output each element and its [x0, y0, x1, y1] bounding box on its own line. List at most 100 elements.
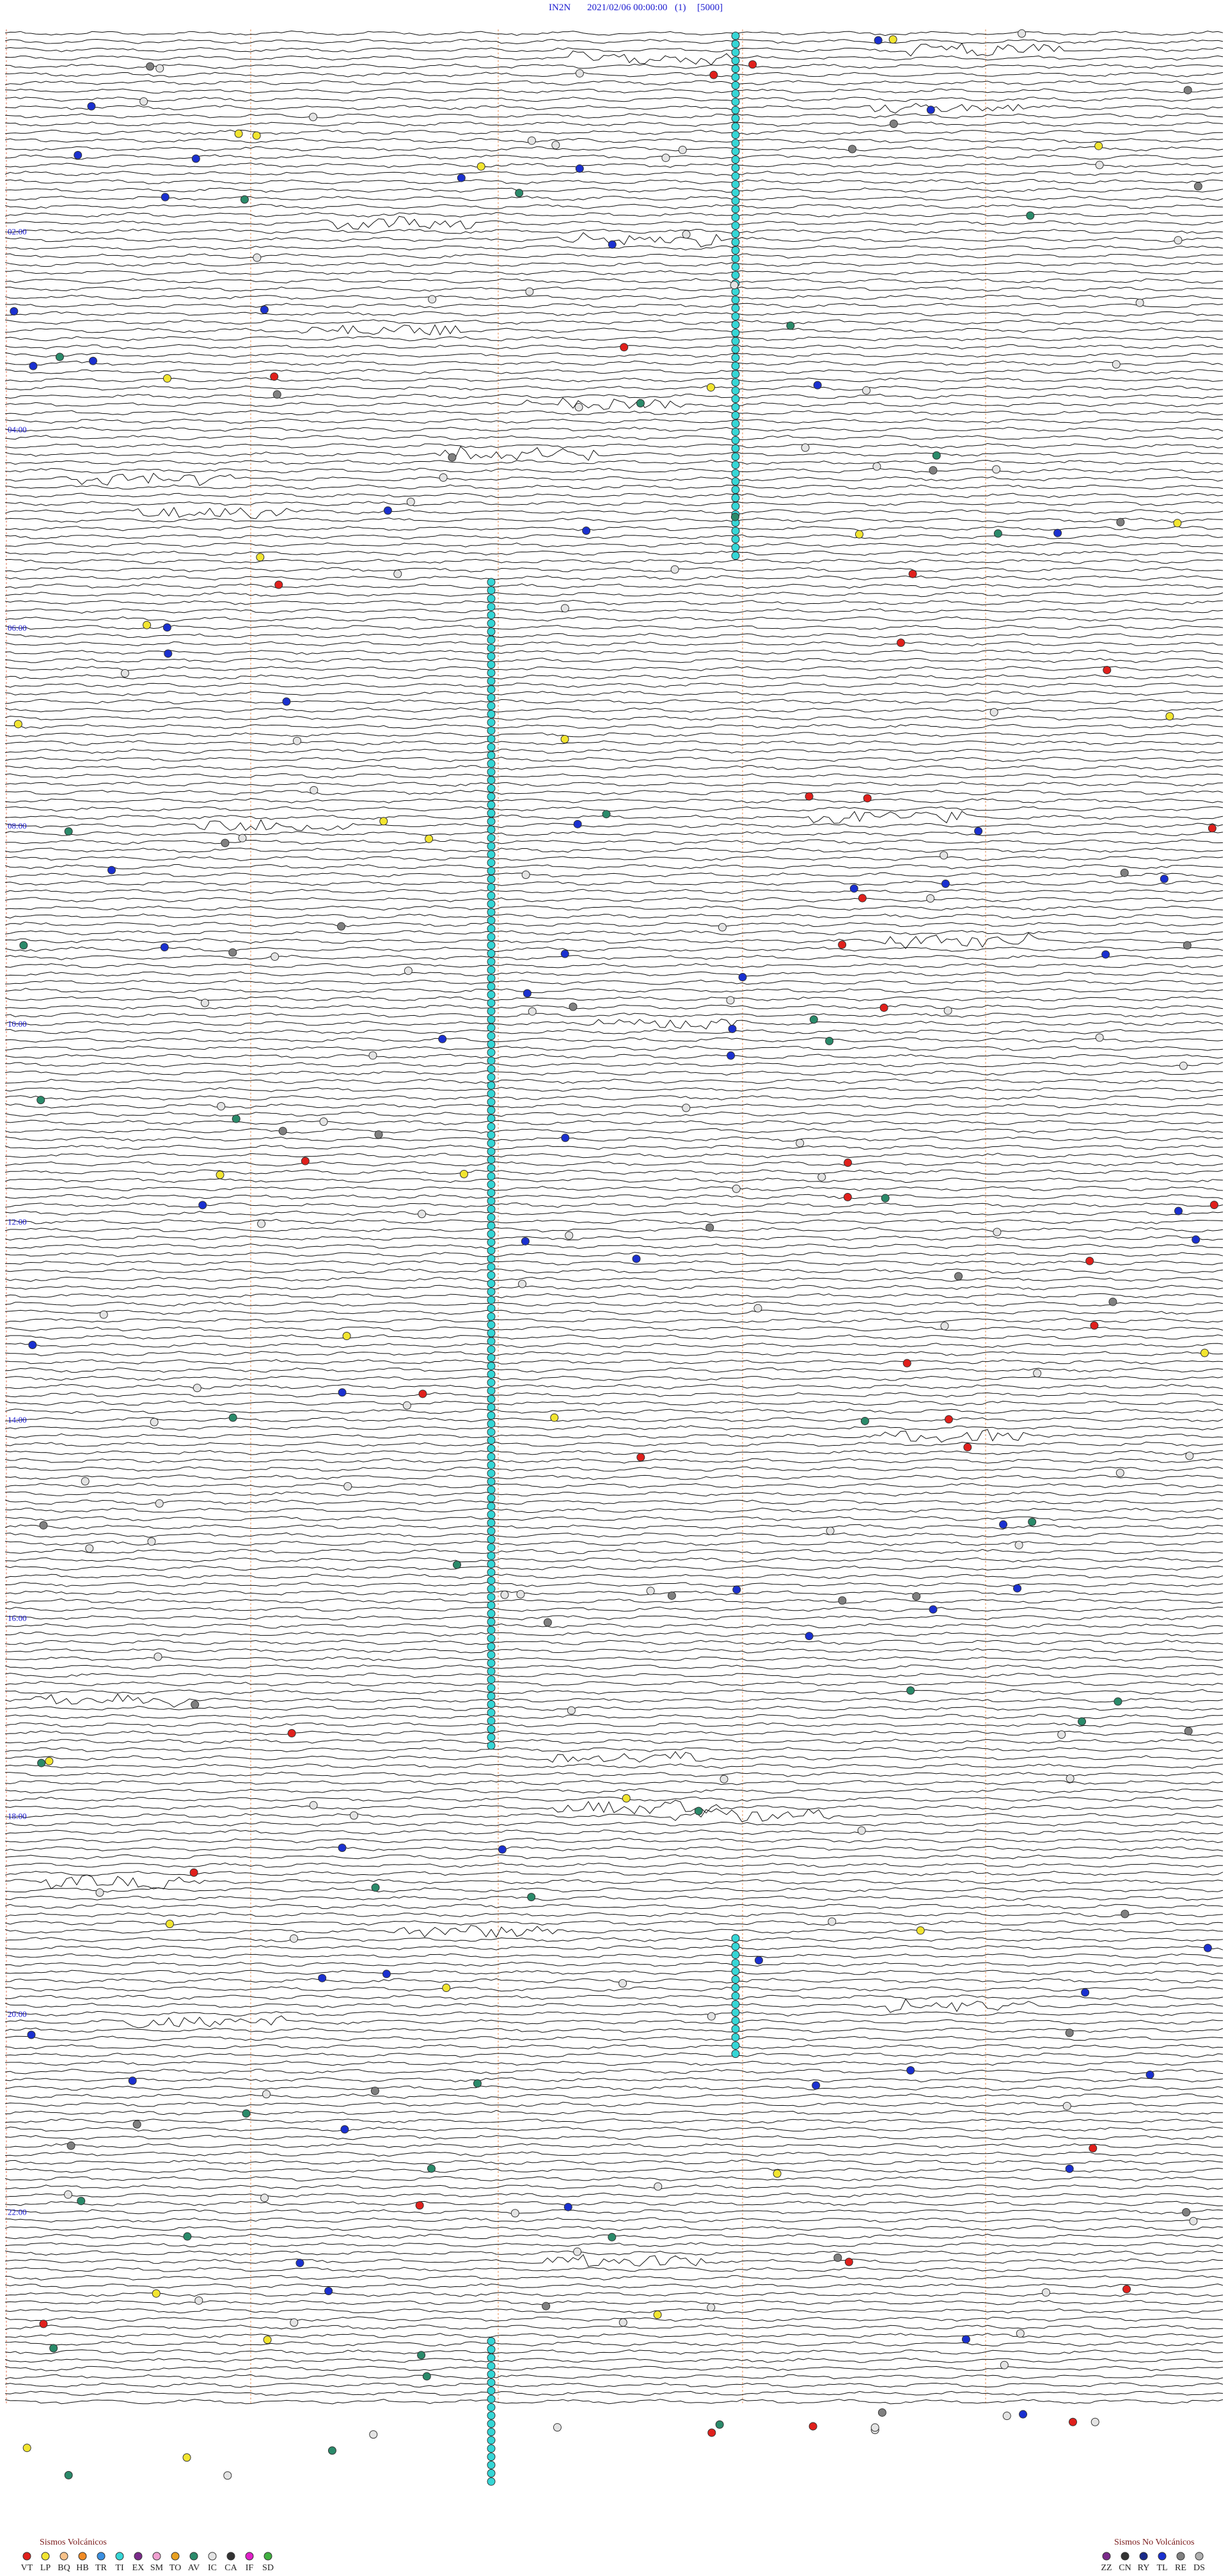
trace: [4, 262, 1224, 267]
event-marker: [720, 1774, 728, 1783]
event-marker: [731, 163, 740, 172]
event-marker: [748, 60, 757, 69]
event-marker: [487, 941, 496, 950]
event-marker: [731, 106, 740, 115]
event-marker: [487, 809, 496, 818]
event-marker: [731, 221, 740, 230]
trace: [4, 1714, 1224, 1719]
event-marker: [731, 246, 740, 255]
event-marker: [828, 1917, 837, 1926]
trace: [4, 311, 1224, 317]
event-marker: [487, 1032, 496, 1040]
legend-swatch: [41, 2552, 50, 2561]
trace: [4, 352, 1224, 358]
trace: [4, 1780, 1224, 1785]
trace: [4, 1277, 1224, 1282]
event-marker: [155, 64, 164, 73]
event-marker: [528, 1007, 537, 1016]
event-marker: [879, 1003, 888, 1012]
event-marker: [1013, 1584, 1022, 1593]
trace: [4, 847, 1224, 853]
trace: [4, 2291, 1224, 2297]
event-marker: [553, 2423, 562, 2432]
trace: [4, 129, 1223, 135]
event-marker: [487, 1295, 496, 1304]
trace: [4, 1428, 1224, 1443]
event-marker: [731, 40, 740, 49]
trace: [4, 468, 1224, 473]
event-marker: [487, 1395, 496, 1403]
event-marker: [943, 1006, 952, 1015]
legend-code: SM: [150, 2563, 164, 2573]
trace: [4, 427, 1224, 432]
event-marker: [228, 948, 237, 957]
event-marker: [487, 1287, 496, 1296]
trace: [4, 2011, 1224, 2017]
event-marker: [278, 1126, 287, 1135]
event-marker: [1062, 2101, 1071, 2110]
event-marker: [234, 129, 243, 138]
legend-code: VT: [21, 2563, 33, 2573]
event-marker: [442, 1984, 451, 1993]
event-marker: [487, 1172, 496, 1181]
trace: [4, 773, 1224, 778]
trace: [4, 1318, 1224, 1324]
trace: [4, 1177, 1224, 1183]
legend-swatch: [115, 2552, 124, 2561]
trace: [5, 2167, 1224, 2174]
event-marker: [854, 530, 863, 539]
trace: [5, 1582, 1224, 1588]
legend-code: HB: [76, 2563, 88, 2573]
event-marker: [682, 1103, 691, 1112]
trace: [4, 1953, 1224, 1959]
event-marker: [560, 949, 569, 958]
event-marker: [731, 122, 740, 131]
event-marker: [870, 2423, 879, 2432]
event-marker: [1165, 712, 1174, 721]
event-marker: [916, 1926, 925, 1935]
trace: [4, 2209, 1224, 2215]
event-marker: [487, 1354, 496, 1363]
event-marker: [487, 1675, 496, 1684]
event-marker: [731, 526, 740, 535]
legend-swatch: [97, 2552, 106, 2561]
trace: [4, 2159, 1224, 2165]
event-marker: [622, 1794, 631, 1803]
event-marker: [487, 949, 496, 958]
event-marker: [731, 370, 740, 379]
event-marker: [731, 336, 740, 345]
event-marker: [1090, 1321, 1099, 1330]
trace: [4, 2069, 1224, 2074]
event-marker: [731, 97, 740, 106]
event-marker: [1019, 2410, 1028, 2419]
event-marker: [731, 469, 740, 478]
trace: [4, 1808, 1224, 1822]
event-marker: [487, 2477, 496, 2486]
event-marker: [487, 1378, 496, 1387]
event-marker: [731, 419, 740, 428]
event-marker: [833, 2253, 842, 2262]
event-marker: [155, 1499, 164, 1508]
trace: [4, 113, 1224, 119]
trace: [4, 1887, 1224, 1893]
event-marker: [731, 1959, 740, 1968]
event-marker: [152, 2289, 161, 2298]
event-marker: [796, 1139, 805, 1148]
event-marker: [487, 2436, 496, 2445]
trace: [4, 963, 1224, 968]
event-marker: [487, 1650, 496, 1659]
event-marker: [487, 1527, 496, 1535]
event-marker: [165, 1920, 174, 1929]
trace: [4, 171, 1224, 177]
trace: [4, 1746, 1224, 1753]
event-marker: [487, 1139, 496, 1148]
trace: [4, 1252, 1224, 1258]
event-marker: [487, 1048, 496, 1057]
trace: [4, 1079, 1224, 1084]
trace: [4, 1970, 1224, 1975]
event-marker: [487, 1460, 496, 1469]
event-marker: [731, 543, 740, 552]
event-marker: [487, 1543, 496, 1552]
event-marker: [309, 113, 318, 122]
event-marker: [487, 867, 496, 875]
